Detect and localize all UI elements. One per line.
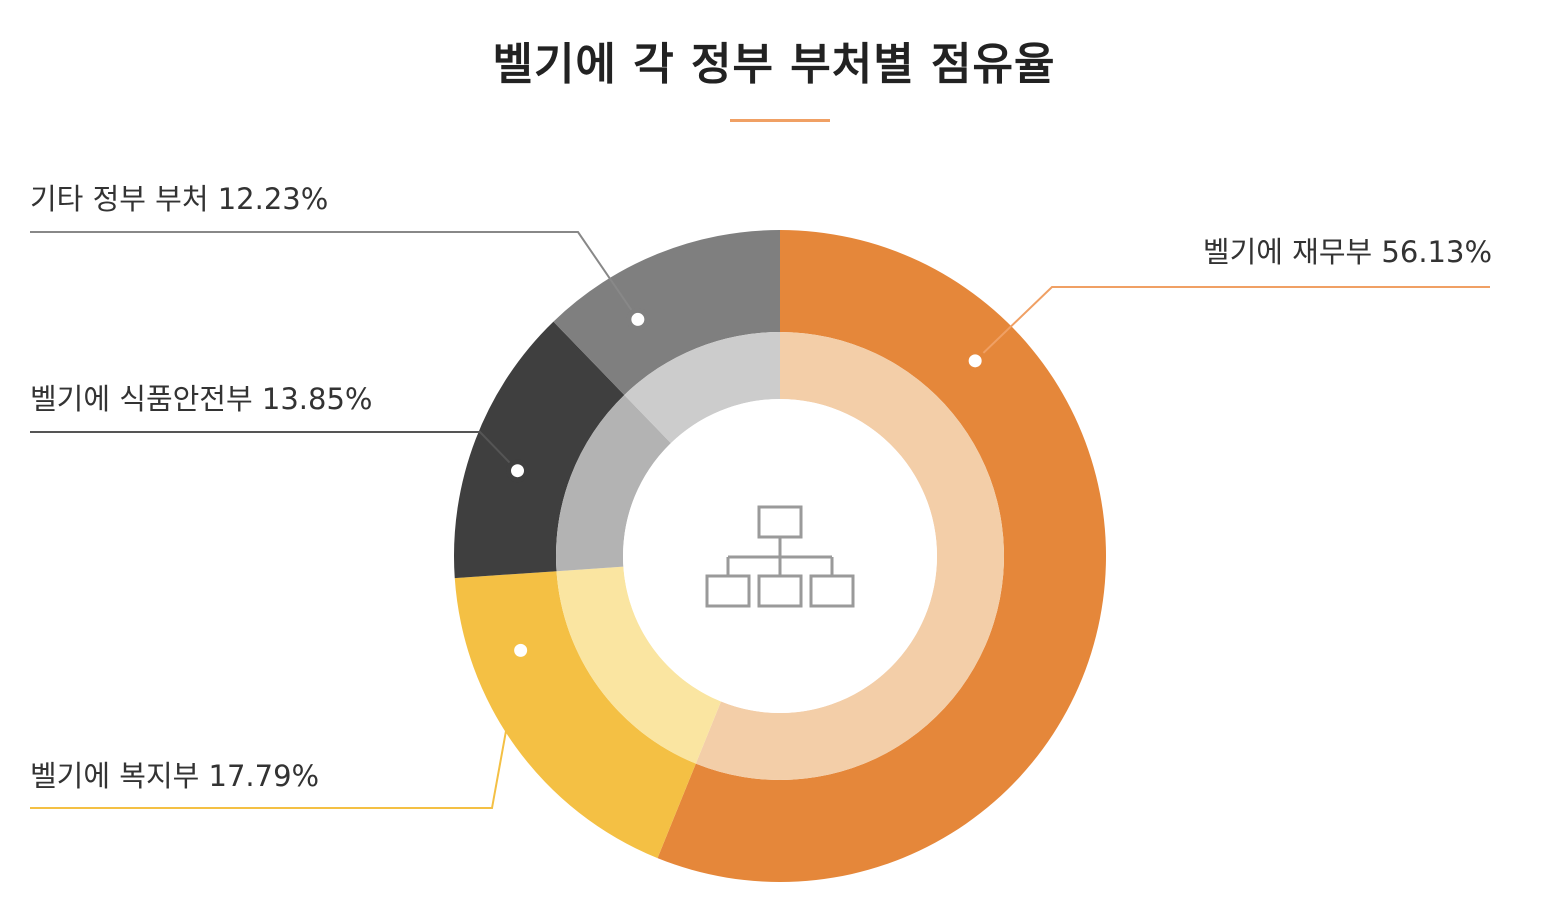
chart-title: 벨기에 각 정부 부처별 점유율	[492, 39, 1056, 90]
callout-dot-2	[509, 638, 533, 662]
callout-dot-4	[626, 307, 650, 331]
slice-label-3: 벨기에 식품안전부 13.85%	[30, 382, 372, 416]
slice-label-1: 벨기에 재무부 56.13%	[1203, 235, 1492, 269]
callout-line-2	[30, 650, 522, 809]
slice-inner-2	[556, 566, 722, 764]
slice-label-4: 기타 정부 부처 12.23%	[30, 182, 328, 216]
callout-dot-1	[963, 349, 987, 373]
slice-inner-1	[695, 332, 1004, 780]
callout-line-1	[974, 286, 1490, 362]
org-chart-icon	[705, 505, 855, 608]
slice-outer-1	[657, 230, 1107, 882]
callout-line-4	[30, 231, 639, 320]
slice-inner-3	[556, 394, 671, 572]
callout-dot-3	[506, 459, 530, 483]
slice-label-2: 벨기에 복지부 17.79%	[30, 759, 319, 793]
slice-outer-3	[453, 321, 625, 579]
title-underline	[730, 119, 830, 122]
slice-inner-4	[624, 332, 780, 444]
slice-outer-4	[553, 230, 780, 395]
callout-line-3	[30, 431, 519, 472]
